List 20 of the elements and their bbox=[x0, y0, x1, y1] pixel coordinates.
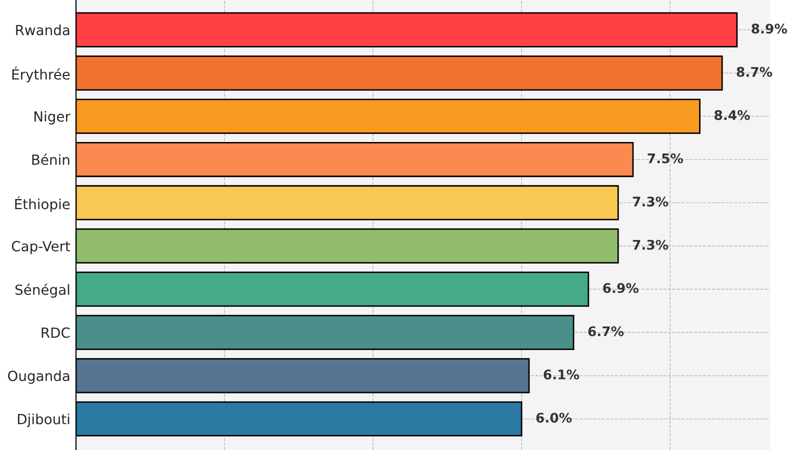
y-tick-label: Éthiopie bbox=[15, 196, 70, 212]
data-label: 8.9% bbox=[752, 24, 788, 34]
y-tick-label: RDC bbox=[42, 327, 70, 338]
y-tick-label: Djibouti bbox=[18, 414, 70, 428]
data-label: 8.7% bbox=[736, 66, 772, 77]
y-tick-label: Bénin bbox=[32, 154, 70, 165]
data-label: 8.4% bbox=[714, 110, 750, 120]
y-tick-label: Érythrée bbox=[12, 66, 70, 82]
data-label: 6.0% bbox=[536, 412, 572, 423]
data-label: 7.3% bbox=[632, 240, 668, 250]
data-label: 7.5% bbox=[648, 153, 684, 164]
data-label: 6.1% bbox=[544, 369, 580, 380]
y-tick-label: Sénégal bbox=[15, 284, 70, 298]
data-label: 7.3% bbox=[632, 196, 668, 207]
data-label: 6.7% bbox=[588, 326, 624, 336]
y-tick-label: Rwanda bbox=[16, 24, 70, 36]
y-tick-label: Ouganda bbox=[8, 370, 70, 384]
data-label: 6.9% bbox=[603, 283, 638, 294]
y-tick-label: Cap-Vert bbox=[12, 240, 70, 254]
y-tick-label: Niger bbox=[34, 111, 70, 124]
